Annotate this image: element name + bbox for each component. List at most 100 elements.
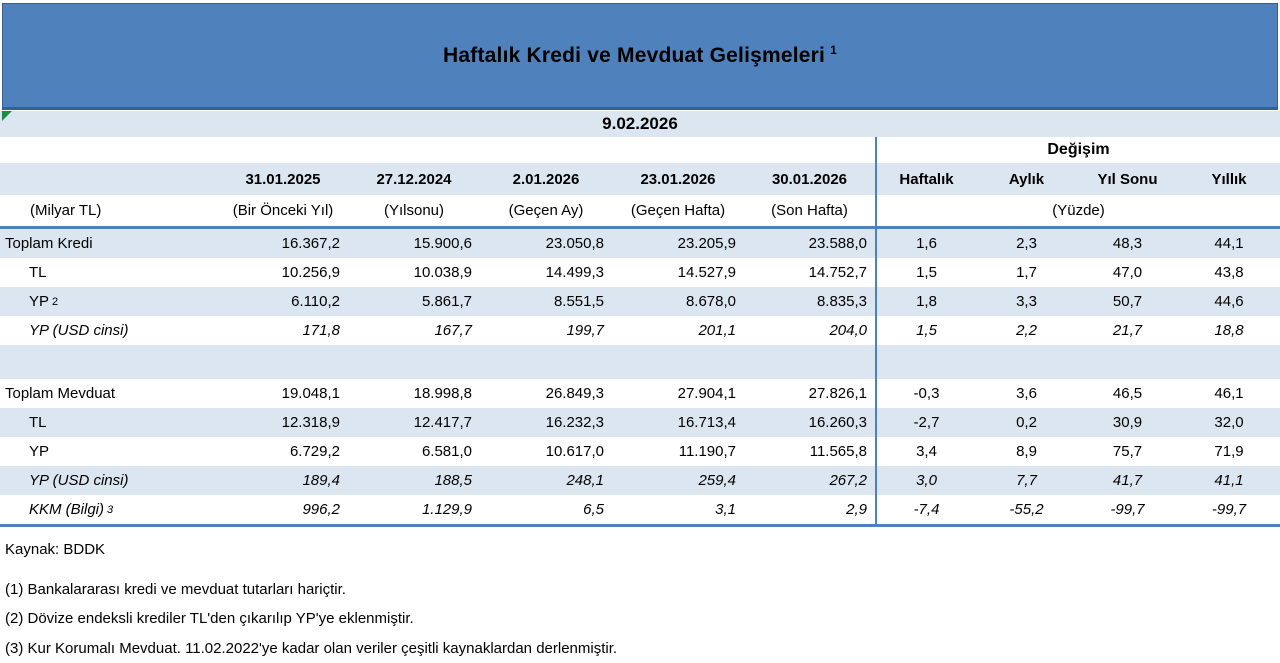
value-cell: 16.713,4	[677, 414, 736, 431]
value-cell: 3,1	[715, 501, 736, 518]
row-label-text: KKM (Bilgi)	[29, 501, 105, 518]
row-label-text: YP	[29, 293, 50, 310]
unit-header: (Son Hafta)	[771, 202, 848, 219]
change-header: Yıllık	[1211, 170, 1247, 188]
change-cell: -2,7	[875, 408, 976, 437]
change-group-spacer	[0, 137, 875, 163]
value-cell: 11.565,8	[809, 443, 867, 460]
row-label-text: YP	[29, 443, 50, 460]
table-row: TL 10.256,9 10.038,9 14.499,3 14.527,9 14.752…	[0, 258, 1280, 287]
row-label-text: Toplam Mevduat	[5, 385, 116, 402]
value-cell: 248,1	[566, 472, 604, 489]
table-row: YP 2 6.110,2 5.861,7 8.551,5 8.678,0 8.835,3 1,…	[0, 287, 1280, 316]
change-cell: -99,7	[1110, 501, 1145, 518]
change-cell: 1,7	[1016, 264, 1037, 281]
change-cell: 30,9	[1112, 414, 1143, 431]
unit-header: (Geçen Ay)	[508, 202, 584, 219]
unit-row: (Milyar TL) (Bir Önceki Yıl) (Yılsonu) (…	[0, 195, 1280, 226]
row-label: TL	[0, 408, 218, 437]
change-header: Yıl Sonu	[1097, 170, 1158, 188]
value-cell: 14.527,9	[677, 264, 736, 281]
change-cell: 46,1	[1214, 385, 1244, 402]
change-cell: 3,6	[1016, 385, 1037, 402]
column-header-row: 31.01.2025 27.12.2024 2.01.2026 23.01.20…	[0, 163, 1280, 195]
table-row: KKM (Bilgi) 3 996,2 1.129,9 6,5 3,1 2,9 -7,4 -55…	[0, 495, 1280, 524]
footnote-ref: 3	[107, 503, 114, 516]
value-cell: 12.417,7	[413, 414, 472, 431]
change-header: Haftalık	[875, 163, 976, 195]
value-cell: 171,8	[302, 322, 340, 339]
change-cell: 0,2	[1016, 414, 1037, 431]
value-cell: 12.318,9	[281, 414, 340, 431]
change-cell: 3,0	[875, 466, 976, 495]
title-footnote-ref: 1	[830, 43, 837, 57]
value-cell: 19.048,1	[281, 385, 340, 402]
change-cell: 32,0	[1214, 414, 1244, 431]
row-label: Toplam Kredi	[0, 229, 218, 258]
cell-flag-icon	[2, 111, 12, 121]
change-cell: 71,9	[1214, 443, 1244, 460]
table-row: YP (USD cinsi) 171,8 167,7 199,7 201,1 204,0 1…	[0, 316, 1280, 345]
change-cell: 47,0	[1112, 264, 1143, 281]
value-cell: 10.617,0	[545, 443, 604, 460]
change-cell: 3,4	[875, 437, 976, 466]
unit-label: (Milyar TL)	[30, 202, 102, 219]
data-table: Değişim 31.01.2025 27.12.2024 2.01.2026 …	[0, 137, 1280, 527]
change-cell: 8,9	[1016, 443, 1037, 460]
table-row: Toplam Mevduat 19.048,1 18.998,8 26.849,3 27…	[0, 379, 1280, 408]
value-cell: 10.256,9	[281, 264, 340, 281]
value-cell: 16.232,3	[545, 414, 604, 431]
value-cell: 996,2	[302, 501, 340, 518]
value-cell: 16.260,3	[808, 414, 867, 431]
value-cell: 14.499,3	[545, 264, 604, 281]
value-cell: 8.551,5	[553, 293, 604, 310]
header-spacer	[0, 163, 218, 195]
footnote-ref: 2	[52, 295, 59, 308]
date-header: 2.01.2026	[512, 170, 580, 188]
change-cell: -7,4	[875, 495, 976, 524]
change-cell: 41,1	[1214, 472, 1244, 489]
value-cell: 267,2	[829, 472, 867, 489]
value-cell: 5.861,7	[421, 293, 472, 310]
change-cell: 48,3	[1112, 235, 1143, 252]
change-cell: -0,3	[875, 379, 976, 408]
change-cell: 7,7	[1016, 472, 1037, 489]
unit-header: (Geçen Hafta)	[630, 202, 726, 219]
report-date-bar: 9.02.2026	[0, 111, 1280, 137]
table-row: Toplam Kredi 16.367,2 15.900,6 23.050,8 23.2…	[0, 229, 1280, 258]
row-label-text: TL	[29, 414, 47, 431]
value-cell: 27.904,1	[677, 385, 736, 402]
row-label: YP 2	[0, 287, 218, 316]
change-cell: 44,1	[1214, 235, 1244, 252]
value-cell: 11.190,7	[678, 443, 736, 460]
row-label: YP (USD cinsi)	[0, 316, 218, 345]
value-cell: 8.678,0	[685, 293, 736, 310]
footnote-1: (1) Bankalararası kredi ve mevduat tutar…	[5, 581, 346, 598]
value-cell: 10.038,9	[413, 264, 472, 281]
value-cell: 189,4	[302, 472, 340, 489]
table-row: TL 12.318,9 12.417,7 16.232,3 16.713,4 16.260…	[0, 408, 1280, 437]
change-cell: -55,2	[1009, 501, 1044, 518]
page-title: Haftalık Kredi ve Mevduat Gelişmeleri 1	[443, 43, 837, 68]
row-label: KKM (Bilgi) 3	[0, 495, 218, 524]
change-cell: 1,5	[875, 316, 976, 345]
date-header: 27.12.2024	[376, 170, 452, 188]
change-cell: 75,7	[1112, 443, 1143, 460]
source-line: Kaynak: BDDK	[5, 541, 106, 558]
value-cell: 16.367,2	[281, 235, 340, 252]
change-cell: 1,6	[875, 229, 976, 258]
footnote-2: (2) Dövize endeksli krediler TL'den çıka…	[5, 610, 414, 627]
table-body: Toplam Kredi 16.367,2 15.900,6 23.050,8 23.2…	[0, 226, 1280, 527]
change-cell: 41,7	[1112, 472, 1143, 489]
row-label-text: YP (USD cinsi)	[29, 472, 129, 489]
value-cell: 15.900,6	[413, 235, 472, 252]
footnote-3: (3) Kur Korumalı Mevduat. 11.02.2022'ye …	[5, 640, 618, 657]
value-cell: 14.752,7	[808, 264, 867, 281]
change-cell: 46,5	[1112, 385, 1143, 402]
spacer-cell	[0, 345, 875, 379]
value-cell: 6.729,2	[289, 443, 340, 460]
change-unit-label: (Yüzde)	[875, 195, 1280, 226]
change-cell: 21,7	[1112, 322, 1143, 339]
title-banner: Haftalık Kredi ve Mevduat Gelişmeleri 1	[2, 3, 1278, 110]
